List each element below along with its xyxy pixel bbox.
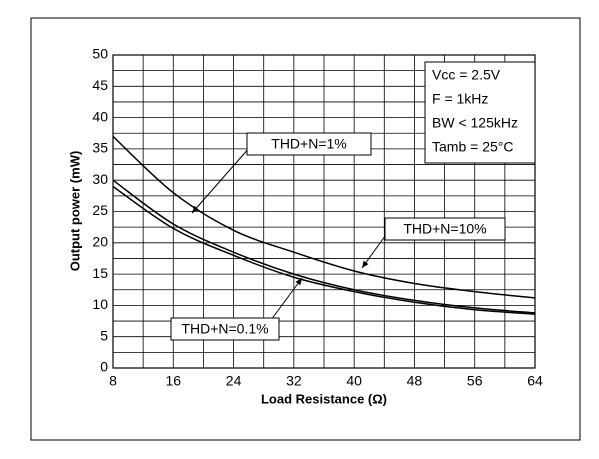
condition-text: Vcc = 2.5V — [432, 67, 501, 83]
x-axis-label: Load Resistance (Ω) — [261, 391, 387, 406]
x-tick-label: 48 — [407, 373, 423, 389]
x-tick-label: 16 — [165, 373, 181, 389]
plot-border — [112, 54, 536, 369]
x-tick-label: 8 — [109, 373, 117, 389]
y-tick-label: 45 — [92, 77, 108, 93]
condition-text: Tamb = 25°C — [432, 139, 513, 155]
y-tick-label: 40 — [92, 108, 108, 124]
condition-text: F = 1kHz — [432, 91, 488, 107]
frame — [30, 17, 581, 441]
curve-label-box — [246, 132, 372, 156]
y-tick-label: 30 — [92, 171, 108, 187]
arrow — [361, 231, 389, 269]
x-tick-label: 32 — [286, 373, 302, 389]
line — [112, 185, 536, 315]
condition-text: BW < 125kHz — [432, 115, 518, 131]
y-tick-label: 50 — [92, 46, 108, 62]
y-tick-label: 35 — [92, 140, 108, 156]
curve-label-box — [170, 317, 280, 341]
line — [112, 135, 536, 299]
curve-label: THD+N=10% — [403, 221, 486, 237]
curve-label-box — [384, 217, 506, 241]
y-tick-label: 5 — [100, 327, 108, 343]
y-tick-label: 15 — [92, 265, 108, 281]
y-tick-label: 20 — [92, 234, 108, 250]
line — [112, 179, 536, 314]
conditions-box — [424, 61, 536, 164]
x-tick-label: 40 — [346, 373, 362, 389]
y-tick-label: 25 — [92, 202, 108, 218]
arrow — [191, 146, 251, 214]
y-axis-label: Output power (mW) — [67, 151, 82, 272]
x-tick-label: 56 — [467, 373, 483, 389]
y-tick-label: 10 — [92, 296, 108, 312]
curve-label: THD+N=1% — [271, 136, 346, 152]
curve-label: THD+N=0.1% — [181, 321, 268, 337]
x-tick-label: 64 — [527, 373, 543, 389]
arrow — [270, 277, 303, 321]
y-tick-label: 0 — [100, 359, 108, 375]
x-tick-label: 24 — [226, 373, 242, 389]
